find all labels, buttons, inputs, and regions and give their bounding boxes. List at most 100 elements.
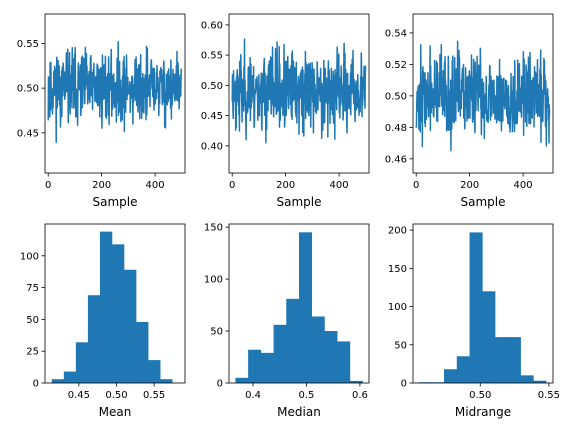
chart-panel-4: 0.45 0.50 0.55 0 25 50 75 100 Mean <box>20 223 186 419</box>
histogram-bar <box>160 379 173 383</box>
x-axis-label: Median <box>277 405 321 419</box>
x-tick-label: 400 <box>146 180 165 191</box>
y-tick-label: 200 <box>388 226 407 237</box>
y-tick-label: 100 <box>204 275 223 286</box>
histogram-bar <box>495 337 509 383</box>
axes-frame <box>412 13 554 174</box>
x-tick-label: 400 <box>514 180 533 191</box>
chart-panel-5: 0.4 0.5 0.6 0 50 100 150 Median <box>204 223 370 419</box>
chart-panel-6: 0.50 0.55 0 50 100 150 200 Midrange <box>388 223 560 419</box>
y-tick-label: 50 <box>394 340 407 351</box>
y-tick-label: 100 <box>388 302 407 313</box>
chart-panel-3: 0 200 400 0.46 0.48 0.50 0.52 0.54 Sample <box>385 13 554 209</box>
plot-area <box>235 232 363 383</box>
histogram-bar <box>63 371 77 383</box>
x-axis-label: Sample <box>461 195 506 209</box>
y-tick-label: 0.60 <box>201 20 223 31</box>
axes-frame <box>44 223 186 384</box>
histogram-bar <box>469 232 483 383</box>
histogram-bar <box>507 337 521 383</box>
x-tick-label: 400 <box>330 180 349 191</box>
x-tick-label: 0 <box>45 180 51 191</box>
histogram-bar <box>311 316 325 383</box>
plot-area <box>418 232 547 383</box>
histogram-bar <box>248 349 262 383</box>
plot-area <box>231 38 367 144</box>
x-tick-label: 0.5 <box>299 390 315 401</box>
histogram-bar <box>324 331 338 383</box>
y-tick-label: 75 <box>26 283 39 294</box>
histogram-bar <box>286 298 300 383</box>
y-tick-label: 0 <box>33 379 39 390</box>
x-tick-label: 200 <box>276 180 295 191</box>
axes-frame <box>412 223 554 384</box>
histogram-bar <box>99 231 113 383</box>
y-tick-label: 0.50 <box>17 84 39 95</box>
axes-frame <box>228 223 370 384</box>
plot-area <box>51 231 173 383</box>
x-tick-label: 0 <box>413 180 419 191</box>
y-tick-label: 150 <box>204 223 223 234</box>
histogram-bar <box>111 244 125 383</box>
y-tick-label: 0 <box>217 379 223 390</box>
y-tick-label: 0.46 <box>385 154 407 165</box>
histogram-bar <box>520 375 534 383</box>
series-line <box>415 40 551 152</box>
histogram-bar <box>337 341 351 383</box>
histogram-bar <box>51 379 65 383</box>
x-tick-label: 0.55 <box>538 390 560 401</box>
histogram-bar <box>349 380 363 383</box>
x-tick-label: 0.55 <box>143 390 165 401</box>
histogram-bar <box>124 269 137 383</box>
x-tick-label: 200 <box>92 180 111 191</box>
histogram-bar <box>235 377 249 383</box>
axes-frame <box>44 13 186 174</box>
plot-area <box>47 40 183 144</box>
chart-panel-2: 0 200 400 0.40 0.45 0.50 0.55 0.60 Sample <box>201 13 370 209</box>
y-tick-label: 0.45 <box>201 111 223 122</box>
y-tick-label: 0.55 <box>201 51 223 62</box>
y-tick-label: 0.50 <box>385 91 407 102</box>
x-tick-label: 0.4 <box>245 390 261 401</box>
histogram-bar <box>148 360 161 383</box>
y-tick-label: 25 <box>26 347 39 358</box>
y-tick-label: 0.55 <box>17 39 39 50</box>
x-tick-label: 0.45 <box>68 390 90 401</box>
y-tick-label: 0.48 <box>385 123 407 134</box>
histogram-bar <box>87 295 101 383</box>
x-axis-label: Sample <box>93 195 138 209</box>
y-tick-label: 0 <box>401 379 407 390</box>
axes-frame <box>228 13 370 174</box>
histogram-bar <box>136 321 149 383</box>
histogram-bar <box>273 324 287 383</box>
y-tick-label: 0.40 <box>201 141 223 152</box>
y-tick-label: 0.50 <box>201 81 223 92</box>
y-tick-label: 0.54 <box>385 28 407 39</box>
y-tick-label: 50 <box>210 327 223 338</box>
histogram-bar <box>75 342 89 383</box>
x-tick-label: 0.50 <box>469 390 491 401</box>
y-tick-label: 0.52 <box>385 60 407 71</box>
histogram-bar <box>533 380 547 383</box>
x-axis-label: Midrange <box>455 405 511 419</box>
x-axis-label: Sample <box>277 195 322 209</box>
x-tick-label: 0.50 <box>105 390 127 401</box>
chart-panel-1: 0 200 400 0.45 0.50 0.55 Sample <box>17 13 186 209</box>
y-tick-label: 50 <box>26 315 39 326</box>
y-tick-label: 100 <box>20 251 39 262</box>
plot-area <box>415 40 551 152</box>
x-axis-label: Mean <box>99 405 132 419</box>
x-tick-label: 0.6 <box>352 390 368 401</box>
histogram-bar <box>260 352 274 383</box>
x-tick-label: 200 <box>460 180 479 191</box>
series-line <box>231 38 367 144</box>
histogram-bar <box>444 369 458 383</box>
histogram-bar <box>482 291 496 383</box>
series-line <box>47 40 183 144</box>
x-tick-label: 0 <box>229 180 235 191</box>
histogram-bar <box>299 232 313 383</box>
histogram-bar <box>456 356 470 383</box>
y-tick-label: 150 <box>388 264 407 275</box>
y-tick-label: 0.45 <box>17 128 39 139</box>
